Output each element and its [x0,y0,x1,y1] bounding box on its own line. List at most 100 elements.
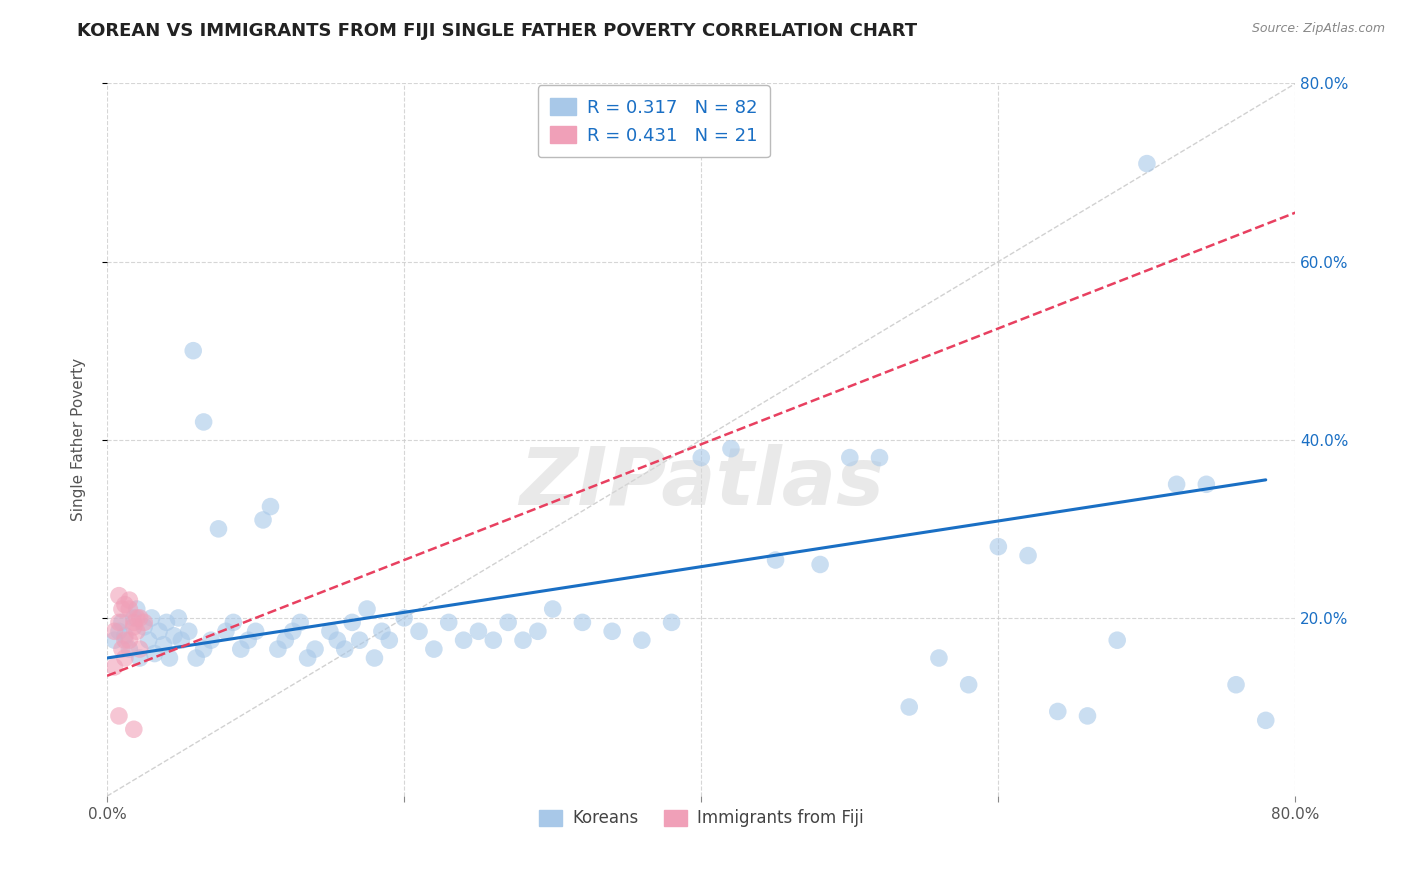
Point [690,450,713,465]
Point [392,611,415,625]
Point [167,611,190,625]
Point [1017,549,1039,563]
Point [118,642,141,657]
Point [114,633,136,648]
Point [496,615,519,630]
Point [1195,477,1218,491]
Point [720,442,742,456]
Point [103,624,125,639]
Point [765,553,787,567]
Point [128,651,150,665]
Point [155,615,177,630]
Point [512,633,534,648]
Point [159,651,181,665]
Point [134,615,156,630]
Point [118,633,141,648]
Point [467,624,489,639]
Point [838,450,860,465]
Point [1076,709,1098,723]
Point [252,513,274,527]
Point [333,642,356,657]
Point [122,723,145,737]
Point [222,615,245,630]
Point [259,500,281,514]
Point [297,651,319,665]
Point [193,415,215,429]
Point [134,620,156,634]
Point [1107,633,1129,648]
Point [108,615,131,630]
Point [808,558,831,572]
Point [541,602,564,616]
Point [631,633,654,648]
Point [290,615,312,630]
Point [118,593,141,607]
Point [408,624,430,639]
Point [281,624,304,639]
Text: Source: ZipAtlas.com: Source: ZipAtlas.com [1251,22,1385,36]
Point [103,660,125,674]
Point [928,651,950,665]
Point [571,615,593,630]
Point [177,624,200,639]
Point [661,615,683,630]
Point [437,615,460,630]
Point [957,678,980,692]
Point [453,633,475,648]
Legend: Koreans, Immigrants from Fiji: Koreans, Immigrants from Fiji [533,803,870,834]
Point [207,522,229,536]
Point [1046,705,1069,719]
Point [600,624,623,639]
Point [152,638,174,652]
Point [122,620,145,634]
Point [200,633,222,648]
Point [163,629,186,643]
Point [267,642,290,657]
Point [128,611,150,625]
Point [898,700,921,714]
Point [138,633,160,648]
Point [482,633,505,648]
Point [111,642,134,657]
Point [143,647,166,661]
Point [114,629,136,643]
Point [1166,477,1188,491]
Point [125,611,148,625]
Point [148,624,170,639]
Point [274,633,297,648]
Point [141,611,163,625]
Text: ZIPatlas: ZIPatlas [519,443,884,522]
Point [170,633,193,648]
Point [122,615,145,630]
Point [111,602,134,616]
Point [128,642,150,657]
Point [304,642,326,657]
Point [349,633,371,648]
Point [125,624,148,639]
Point [423,642,446,657]
Point [527,624,550,639]
Point [363,651,385,665]
Point [245,624,267,639]
Point [108,624,131,639]
Y-axis label: Single Father Poverty: Single Father Poverty [72,359,86,521]
Point [122,611,145,625]
Point [326,633,349,648]
Point [356,602,378,616]
Point [378,633,401,648]
Point [114,651,136,665]
Point [108,589,131,603]
Point [1254,714,1277,728]
Point [319,624,342,639]
Text: KOREAN VS IMMIGRANTS FROM FIJI SINGLE FATHER POVERTY CORRELATION CHART: KOREAN VS IMMIGRANTS FROM FIJI SINGLE FA… [77,22,918,40]
Point [186,651,208,665]
Point [987,540,1010,554]
Point [118,602,141,616]
Point [1136,156,1159,170]
Point [340,615,363,630]
Point [238,633,260,648]
Point [125,602,148,616]
Point [103,633,125,648]
Point [108,709,131,723]
Point [869,450,891,465]
